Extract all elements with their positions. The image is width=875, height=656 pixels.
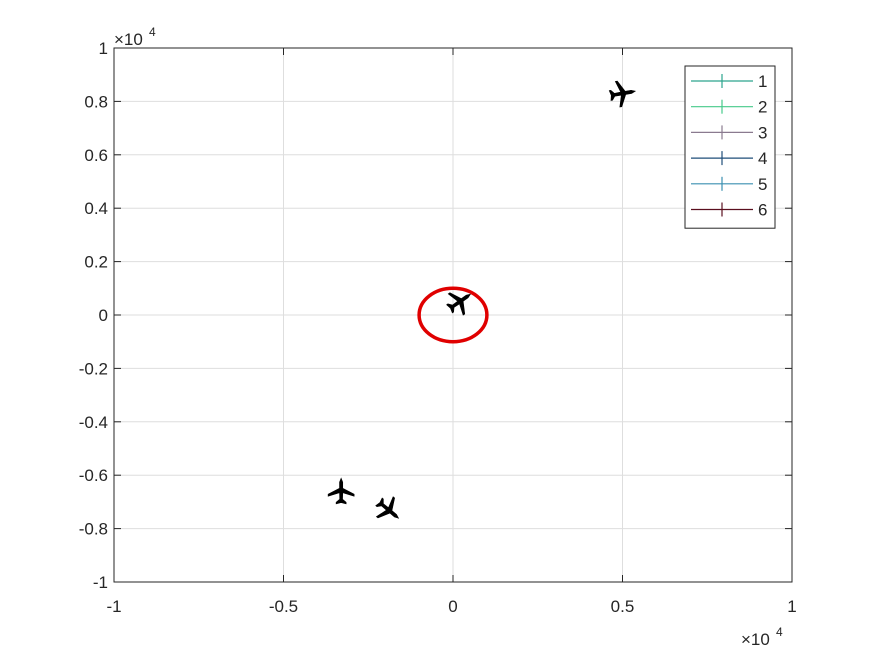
x-exponent-base: ×10 [741, 630, 770, 649]
legend-item-6[interactable]: 6 [691, 201, 767, 220]
aircraft-icon [446, 292, 472, 316]
aircraft-shape [375, 496, 400, 519]
y-tick-label: -1 [93, 573, 108, 592]
aircraft-markers [327, 80, 637, 519]
x-exponent-power: 4 [776, 625, 783, 639]
legend-label: 4 [758, 149, 767, 168]
aircraft-icon [608, 80, 637, 108]
y-tick-label: 1 [99, 39, 108, 58]
x-tick-labels: -1 -0.5 0 0.5 1 [106, 597, 796, 616]
aircraft-shape [608, 80, 637, 108]
x-tick-label: -0.5 [269, 597, 298, 616]
legend-label: 3 [758, 123, 767, 142]
y-exponent-label: ×10 4 [114, 25, 156, 49]
legend-item-5[interactable]: 5 [691, 175, 767, 194]
legend-label: 2 [758, 98, 767, 117]
y-tick-label: -0.4 [79, 413, 108, 432]
aircraft-icon [375, 496, 400, 519]
x-tick-label: 0.5 [611, 597, 635, 616]
y-tick-label: 0 [99, 306, 108, 325]
x-tick-label: 0 [448, 597, 457, 616]
legend-box [684, 65, 776, 229]
y-tick-label: 0.6 [84, 146, 108, 165]
highlight-circle-shape [417, 286, 489, 344]
aircraft-shape [446, 292, 472, 316]
legend-item-3[interactable]: 3 [691, 123, 767, 142]
y-tick-label: 0.8 [84, 92, 108, 111]
y-tick-labels: -1 -0.8 -0.6 -0.4 -0.2 0 0.2 0.4 0.6 0.8 1 [79, 39, 108, 592]
aircraft-icon [327, 477, 355, 505]
plot-area [113, 47, 793, 583]
y-tick-label: 0.4 [84, 199, 108, 218]
y-tick-label: -0.8 [79, 520, 108, 539]
x-tick-label: 1 [787, 597, 796, 616]
legend-label: 6 [758, 201, 767, 220]
axis-ticks [113, 47, 793, 583]
legend-label: 5 [758, 175, 767, 194]
y-tick-label: -0.2 [79, 359, 108, 378]
y-tick-label: -0.6 [79, 466, 108, 485]
y-tick-label: 0.2 [84, 253, 108, 272]
highlight-circle [417, 286, 489, 344]
y-exponent-base: ×10 [114, 30, 143, 49]
x-tick-label: -1 [106, 597, 121, 616]
legend-item-1[interactable]: 1 [691, 72, 767, 91]
legend[interactable]: 1 2 3 4 5 6 [684, 65, 776, 229]
legend-item-4[interactable]: 4 [691, 149, 767, 168]
x-exponent-label: ×10 4 [741, 625, 783, 649]
aircraft-shape [327, 477, 355, 505]
legend-item-2[interactable]: 2 [691, 98, 767, 117]
legend-label: 1 [758, 72, 767, 91]
y-exponent-power: 4 [149, 25, 156, 39]
